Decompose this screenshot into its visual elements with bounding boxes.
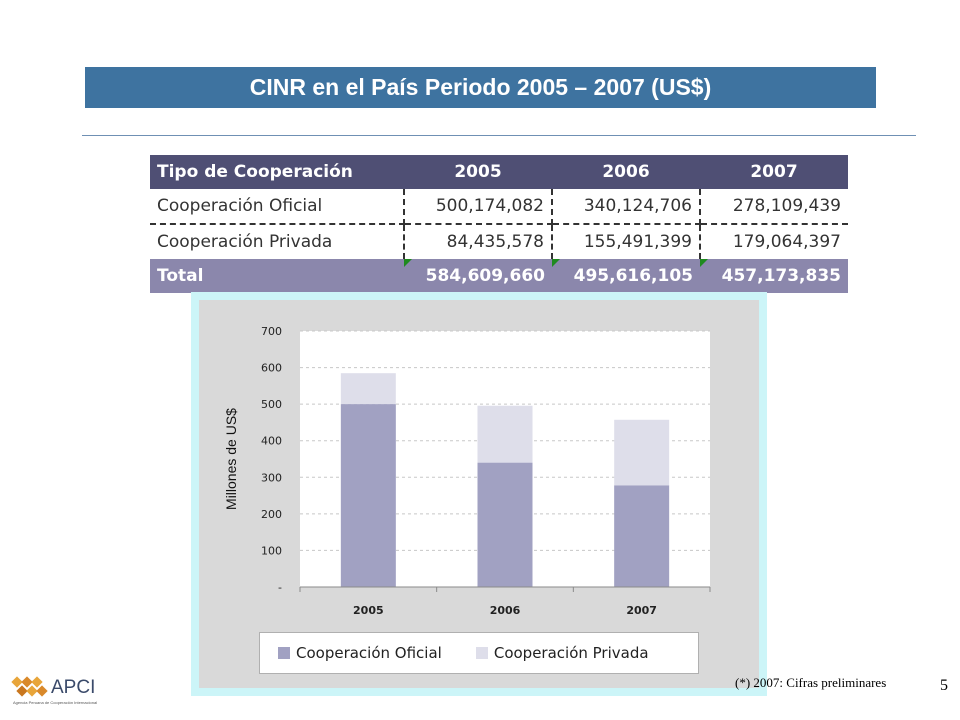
x-tick-label: 2006: [490, 604, 521, 617]
cell-oficial-2007: 278,109,439: [700, 189, 848, 225]
y-tick-label: 700: [261, 325, 282, 338]
cell-oficial-2006: 340,124,706: [552, 189, 701, 225]
total-2007: 457,173,835: [721, 266, 841, 286]
y-tick-label: 400: [261, 435, 282, 448]
cell-privada-2007: 179,064,397: [700, 224, 848, 259]
header-tipo: Tipo de Cooperación: [150, 155, 404, 189]
table-row: Cooperación Privada 84,435,578 155,491,3…: [150, 224, 848, 259]
y-tick-label: -: [278, 581, 282, 594]
green-corner-marker: [404, 259, 412, 267]
apci-logo: APCI Agencia Peruana de Cooperación Inte…: [11, 676, 97, 705]
header-2006: 2006: [552, 155, 700, 189]
x-tick-label: 2007: [626, 604, 657, 617]
chart-area: - 100 200 300 400 500 600 700 2005 2006 2007 Millon…: [199, 300, 759, 688]
row-label-oficial: Cooperación Oficial: [150, 189, 405, 225]
cell-privada-2005: 84,435,578: [404, 224, 553, 259]
footnote: (*) 2007: Cifras preliminares: [735, 675, 887, 690]
total-label: Total: [150, 259, 404, 293]
y-axis-label: Millones de US$: [223, 408, 239, 510]
legend-swatch-privada: [475, 647, 488, 659]
header-2007: 2007: [700, 155, 848, 189]
stacked-bar-chart: - 100 200 300 400 500 600 700 2005 2006 2007 Millon…: [223, 325, 711, 617]
bar-privada-2006: [477, 405, 533, 463]
total-2005-cell: 584,609,660: [404, 259, 552, 293]
y-tick-label: 600: [261, 362, 282, 375]
table-header-row: Tipo de Cooperación 2005 2006 2007: [150, 155, 848, 189]
y-tick-label: 500: [261, 398, 282, 411]
y-tick-label: 100: [261, 544, 282, 557]
total-2006: 495,616,105: [573, 266, 693, 286]
bar-oficial-2006: [477, 462, 533, 587]
legend-item-privada: Cooperación Privada: [475, 644, 649, 662]
cooperation-table: Tipo de Cooperación 2005 2006 2007 Coope…: [150, 155, 848, 293]
cell-oficial-2005: 500,174,082: [404, 189, 553, 225]
bar-oficial-2005: [340, 404, 396, 587]
logo-subtitle: Agencia Peruana de Cooperación Internaci…: [13, 700, 97, 705]
green-corner-marker: [552, 259, 560, 267]
table-row: Cooperación Oficial 500,174,082 340,124,…: [150, 189, 848, 225]
header-2005: 2005: [404, 155, 552, 189]
total-2005: 584,609,660: [425, 266, 545, 286]
logo-name: APCI: [51, 677, 95, 698]
bar-privada-2005: [340, 373, 396, 405]
legend-label-privada: Cooperación Privada: [493, 644, 649, 662]
y-tick-label: 200: [261, 508, 282, 521]
bar-privada-2007: [614, 419, 670, 486]
page-number: 5: [940, 677, 948, 694]
bar-oficial-2007: [614, 485, 670, 587]
row-label-privada: Cooperación Privada: [150, 224, 405, 259]
legend-item-oficial: Cooperación Oficial: [278, 644, 442, 662]
x-tick-label: 2005: [353, 604, 384, 617]
table-total-row: Total 584,609,660 495,616,105 457,173,83…: [150, 259, 848, 293]
apci-logo-mark: [11, 676, 48, 697]
y-tick-label: 300: [261, 471, 282, 484]
legend-swatch-oficial: [278, 647, 290, 659]
chart-legend: Cooperación Oficial Cooperación Privada: [259, 632, 699, 674]
slide-title: CINR en el País Periodo 2005 – 2007 (US$…: [85, 67, 876, 108]
title-divider: [82, 135, 916, 136]
legend-label-oficial: Cooperación Oficial: [296, 644, 442, 662]
green-corner-marker: [700, 259, 708, 267]
total-2007-cell: 457,173,835: [700, 259, 848, 293]
cell-privada-2006: 155,491,399: [552, 224, 701, 259]
total-2006-cell: 495,616,105: [552, 259, 700, 293]
